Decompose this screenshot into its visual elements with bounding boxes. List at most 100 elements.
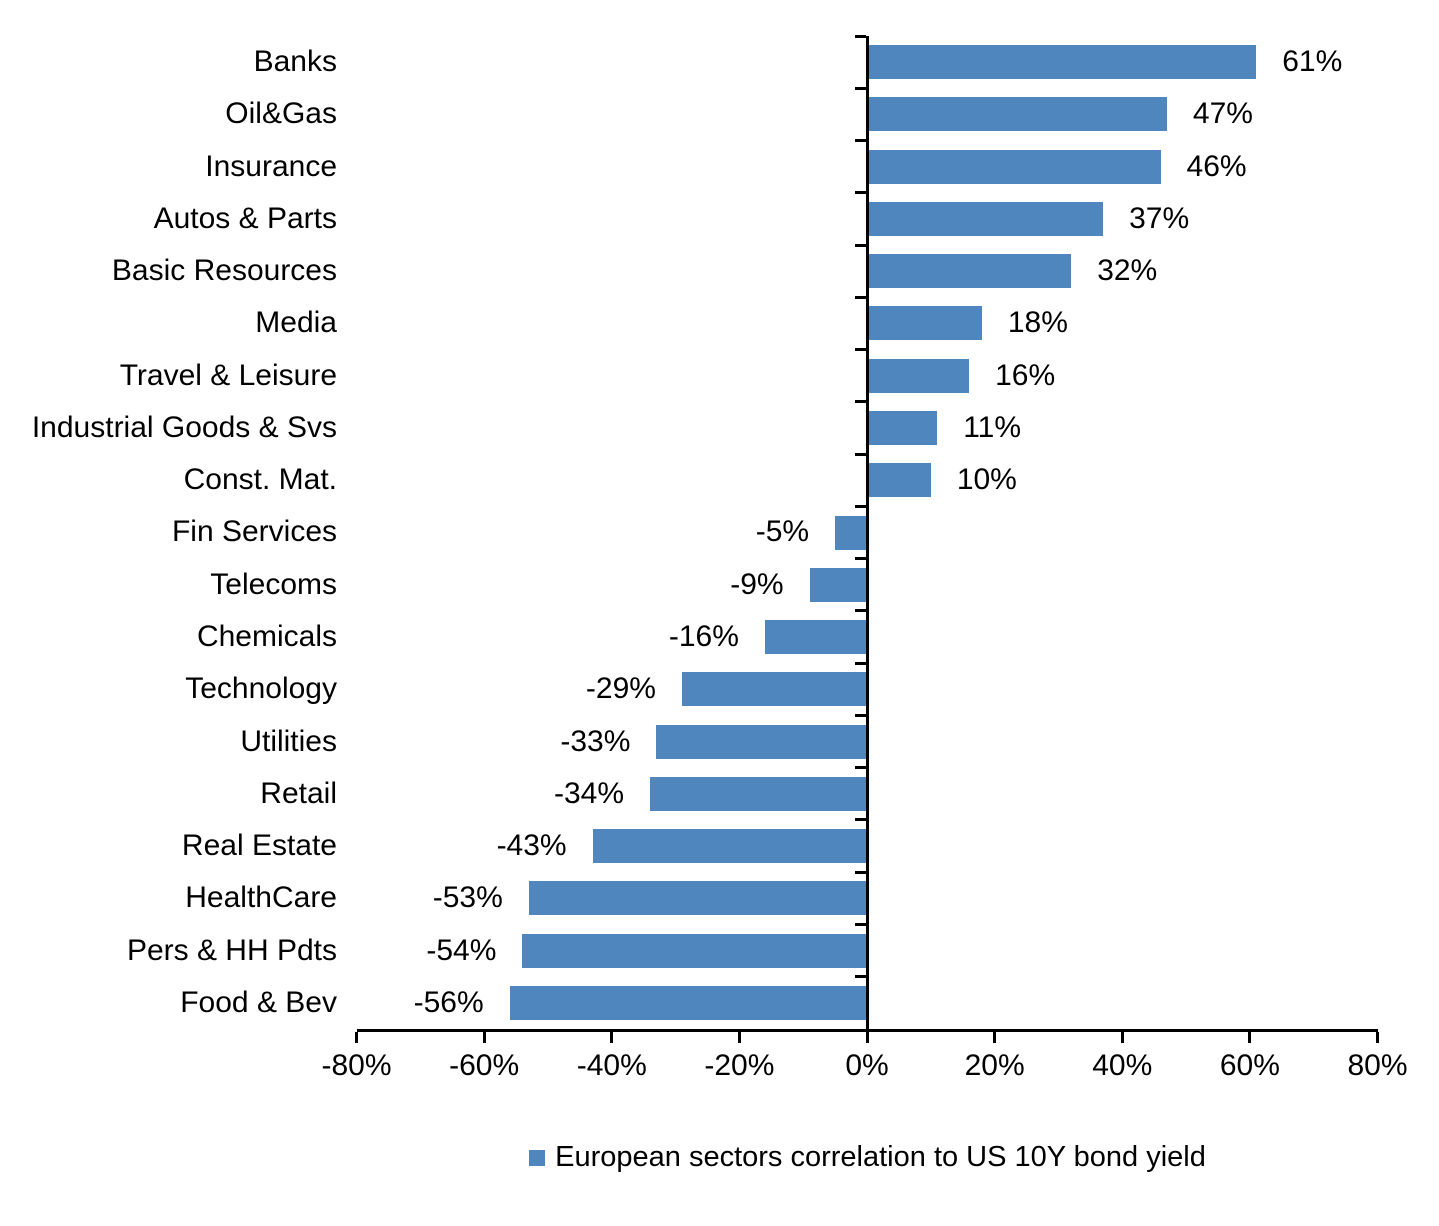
x-axis-tick	[482, 1032, 486, 1043]
category-tick	[854, 452, 866, 456]
value-label: 16%	[995, 358, 1056, 392]
value-label: -54%	[426, 933, 497, 967]
value-label: -29%	[585, 672, 656, 706]
x-tick-label: 80%	[1347, 1049, 1408, 1082]
bar	[650, 776, 867, 811]
category-label: Const. Mat.	[183, 463, 337, 497]
category-tick	[854, 243, 866, 247]
bar	[867, 149, 1161, 184]
bar	[656, 724, 867, 759]
bar	[592, 829, 867, 864]
category-tick	[854, 34, 866, 38]
value-label: 11%	[963, 410, 1022, 444]
value-label: -53%	[432, 881, 503, 915]
category-tick	[854, 295, 866, 299]
x-tick-label: -40%	[576, 1049, 647, 1082]
category-label: Utilities	[240, 724, 337, 758]
bar	[528, 881, 867, 916]
value-label: -5%	[755, 515, 810, 549]
x-axis-tick	[1248, 1032, 1252, 1043]
bar	[681, 672, 867, 707]
category-tick	[854, 557, 866, 561]
bar	[867, 254, 1072, 289]
value-label: -9%	[730, 567, 784, 601]
value-label: 32%	[1097, 254, 1158, 288]
value-label: 46%	[1186, 149, 1247, 183]
value-label: 18%	[1007, 306, 1068, 340]
x-tick-label: 20%	[964, 1049, 1025, 1082]
category-tick	[854, 348, 866, 352]
legend-swatch	[529, 1149, 546, 1166]
bar	[867, 358, 970, 393]
category-label: Technology	[185, 672, 337, 706]
category-label: Basic Resources	[111, 254, 337, 288]
category-tick	[854, 661, 866, 665]
value-label: -56%	[413, 985, 484, 1019]
category-label: Insurance	[205, 149, 337, 183]
bar	[867, 97, 1167, 132]
x-tick-label: 40%	[1092, 1049, 1153, 1082]
bar	[764, 620, 867, 655]
x-axis-tick	[993, 1032, 997, 1043]
category-label: Oil&Gas	[225, 97, 337, 131]
category-label: Media	[255, 306, 337, 340]
category-label: Fin Services	[171, 515, 337, 549]
category-label: Food & Bev	[180, 985, 337, 1019]
category-tick	[854, 609, 866, 613]
category-tick	[854, 191, 866, 195]
category-tick	[854, 504, 866, 508]
bar	[867, 306, 982, 341]
x-axis-tick	[355, 1032, 358, 1043]
category-tick	[854, 870, 866, 874]
bar	[522, 933, 867, 968]
category-label: Autos & Parts	[153, 201, 337, 235]
category-label: Real Estate	[181, 829, 337, 863]
x-tick-label: 0%	[845, 1049, 889, 1082]
category-tick	[854, 400, 866, 404]
bar	[509, 985, 867, 1020]
category-label: Telecoms	[210, 567, 337, 601]
value-label: 47%	[1192, 97, 1253, 131]
value-label: -43%	[496, 829, 567, 863]
value-label: -16%	[668, 620, 739, 654]
x-tick-label: -60%	[449, 1049, 520, 1082]
category-tick	[854, 713, 866, 717]
category-label: Pers & HH Pdts	[126, 933, 337, 967]
category-tick	[854, 922, 866, 926]
value-label: 61%	[1282, 45, 1343, 79]
category-label: Chemicals	[196, 620, 337, 654]
category-tick	[854, 766, 866, 770]
category-tick	[854, 139, 866, 143]
category-tick	[854, 86, 866, 90]
legend-label: European sectors correlation to US 10Y b…	[555, 1141, 1206, 1173]
zero-axis-line	[865, 36, 869, 1043]
x-axis-tick	[1376, 1032, 1379, 1043]
category-tick	[854, 818, 866, 822]
bar	[867, 410, 938, 445]
category-tick	[854, 975, 866, 979]
category-label: Travel & Leisure	[119, 358, 337, 392]
x-axis-tick	[610, 1032, 614, 1043]
bar	[867, 201, 1104, 236]
x-axis-tick	[737, 1032, 741, 1043]
category-label: Banks	[253, 45, 337, 79]
x-tick-label: -80%	[321, 1049, 392, 1082]
bar	[809, 567, 867, 602]
bar	[867, 463, 931, 498]
category-label: Industrial Goods & Svs	[31, 410, 337, 444]
x-axis-line	[357, 1029, 1378, 1032]
x-tick-label: -20%	[704, 1049, 775, 1082]
x-tick-label: 60%	[1219, 1049, 1280, 1082]
category-label: Retail	[260, 776, 337, 810]
x-axis-tick	[1120, 1032, 1124, 1043]
x-axis-tick	[865, 1032, 869, 1043]
legend: European sectors correlation to US 10Y b…	[357, 1143, 1378, 1172]
bar	[835, 515, 867, 550]
value-label: 10%	[956, 463, 1017, 497]
bar	[867, 45, 1257, 80]
value-label: 37%	[1129, 201, 1190, 235]
category-label: HealthCare	[185, 881, 337, 915]
value-label: -34%	[554, 776, 625, 810]
value-label: -33%	[560, 724, 631, 758]
